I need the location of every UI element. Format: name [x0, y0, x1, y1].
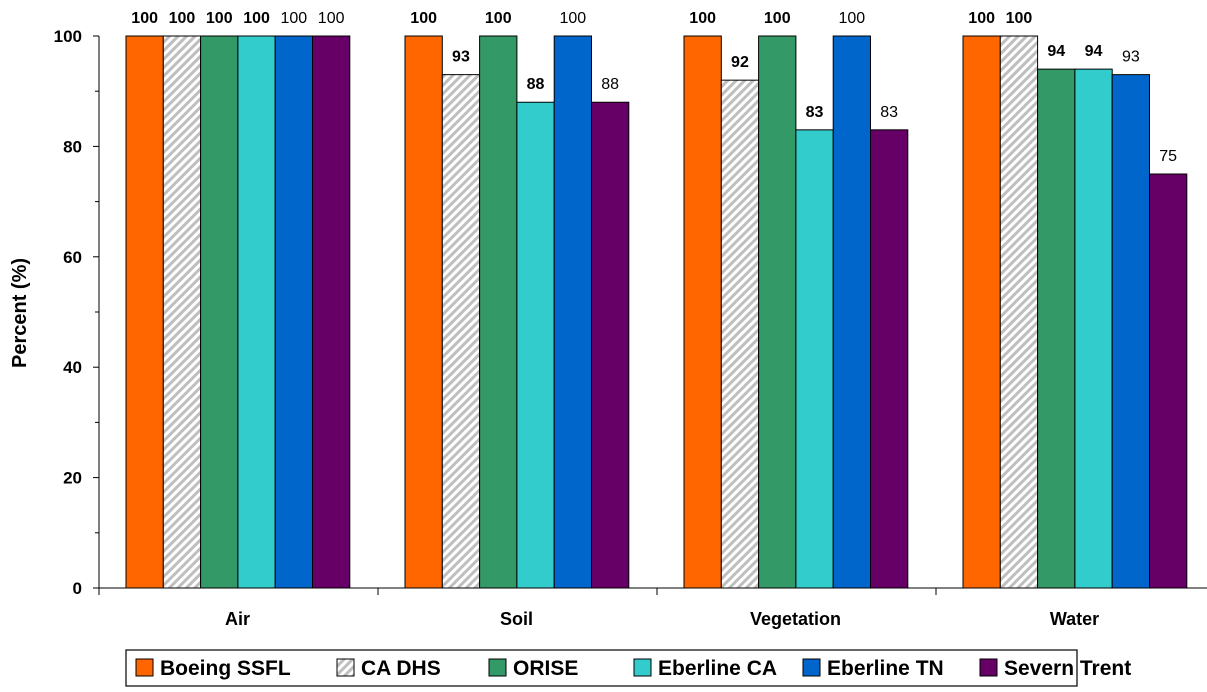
data-label: 100 [169, 10, 196, 27]
bar-severn-trent [1149, 173, 1188, 589]
x-axis: Air Soil Vegetation Water [98, 587, 1207, 629]
data-label: 100 [410, 10, 437, 27]
data-label: 100 [1006, 10, 1033, 27]
bar-orise [1037, 68, 1076, 589]
bar-orise [758, 35, 797, 589]
bar-severn-trent [870, 129, 909, 589]
bar-eberline-ca [1074, 68, 1113, 589]
x-tick-label: Water [1050, 609, 1099, 629]
y-tick-label: 80 [63, 137, 82, 156]
x-tick-label: Air [225, 609, 250, 629]
legend-label: Eberline CA [658, 657, 777, 680]
bar-eberline-tn [832, 35, 872, 589]
y-tick-label: 0 [73, 579, 82, 598]
legend-swatch [336, 658, 355, 677]
legend: Boeing SSFL CA DHS ORISE Eberline CA Eberlin… [125, 649, 1131, 687]
data-label: 100 [206, 10, 233, 27]
bars [125, 35, 1188, 589]
data-label: 100 [131, 10, 158, 27]
data-label: 100 [243, 10, 270, 27]
bar-orise [479, 35, 518, 589]
data-label: 83 [806, 104, 824, 121]
data-label: 100 [485, 10, 512, 27]
bar-boeing-ssfl [683, 35, 722, 589]
bar-eberline-ca [237, 35, 276, 589]
y-tick-label: 100 [54, 27, 82, 46]
y-axis: 0 20 40 60 80 100 [54, 27, 100, 598]
bar-ca-dhs [720, 79, 760, 589]
bar-boeing-ssfl [404, 35, 443, 589]
data-label: 100 [838, 10, 865, 27]
bar-severn-trent [312, 35, 351, 589]
legend-swatch [488, 658, 507, 677]
bar-ca-dhs [162, 35, 202, 589]
bar-boeing-ssfl [125, 35, 164, 589]
legend-label: CA DHS [361, 657, 441, 680]
bar-severn-trent [591, 101, 630, 589]
data-labels: 100 100 100 100 100 100 100 93 100 88 100 88 100 92 10… [131, 10, 1177, 165]
data-label: 75 [1159, 148, 1177, 165]
x-tick-label: Soil [500, 609, 533, 629]
data-label: 100 [968, 10, 995, 27]
bar-boeing-ssfl [962, 35, 1001, 589]
data-label: 83 [880, 104, 898, 121]
data-label: 93 [452, 49, 470, 66]
y-tick-label: 60 [63, 248, 82, 267]
y-tick-label: 40 [63, 358, 82, 377]
legend-label: ORISE [513, 657, 578, 680]
legend-swatch [135, 658, 154, 677]
bar-ca-dhs [999, 35, 1039, 589]
bar-eberline-tn [274, 35, 314, 589]
data-label: 94 [1085, 43, 1103, 60]
data-label: 100 [689, 10, 716, 27]
bar-eberline-ca [516, 101, 555, 589]
legend-swatch [802, 658, 821, 677]
x-tick-label: Vegetation [750, 609, 841, 629]
bar-eberline-tn [553, 35, 593, 589]
data-label: 100 [280, 10, 307, 27]
data-label: 88 [527, 76, 545, 93]
legend-label: Severn Trent [1004, 657, 1131, 680]
legend-label: Eberline TN [827, 657, 944, 680]
bar-eberline-tn [1111, 74, 1150, 589]
y-tick-label: 20 [63, 469, 82, 488]
data-label: 100 [318, 10, 345, 27]
legend-label: Boeing SSFL [160, 657, 291, 680]
legend-swatch [633, 658, 652, 677]
data-label: 92 [731, 54, 749, 71]
data-label: 100 [764, 10, 791, 27]
legend-swatch [979, 658, 998, 677]
data-label: 93 [1122, 49, 1140, 66]
data-label: 100 [559, 10, 586, 27]
bar-eberline-ca [795, 129, 834, 589]
bar-orise [200, 35, 239, 589]
bar-ca-dhs [441, 74, 481, 589]
y-axis-title: Percent (%) [9, 258, 31, 368]
data-label: 94 [1047, 43, 1065, 60]
data-label: 88 [601, 76, 619, 93]
legend-box [125, 649, 1078, 687]
